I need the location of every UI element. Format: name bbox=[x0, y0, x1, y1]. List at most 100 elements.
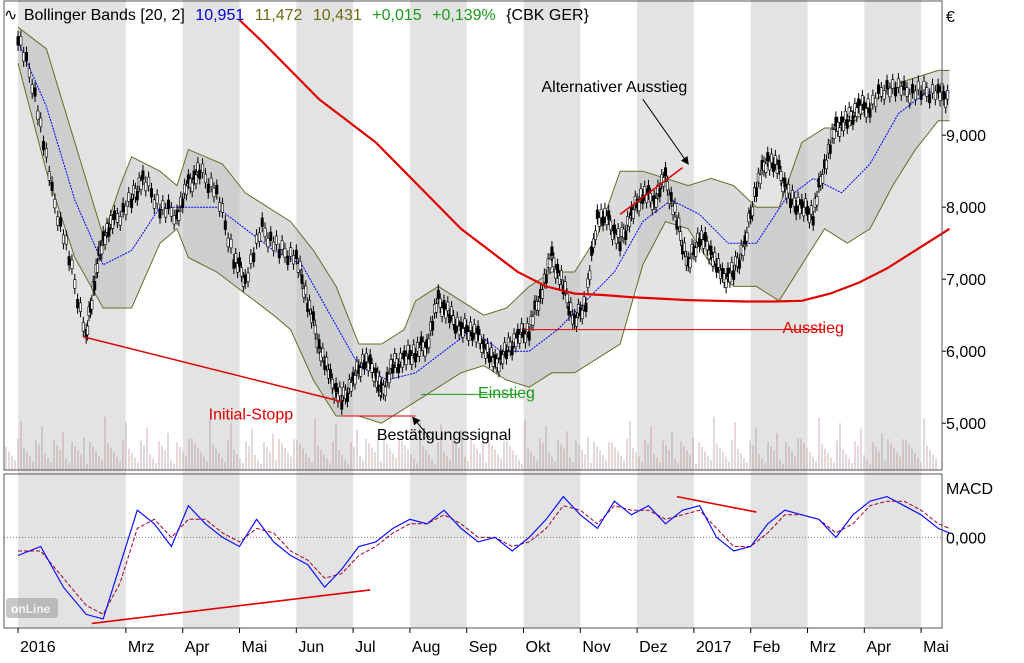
price-candle-body bbox=[597, 217, 601, 227]
price-candle-body bbox=[703, 232, 707, 242]
price-candle-body bbox=[349, 382, 353, 392]
price-candle-body bbox=[402, 350, 406, 360]
price-candle-body bbox=[266, 237, 270, 248]
price-candle-body bbox=[455, 316, 459, 327]
price-candle-body bbox=[527, 331, 531, 341]
price-candle-body bbox=[673, 203, 677, 213]
price-candle-body bbox=[459, 321, 463, 331]
price-candle-body bbox=[139, 180, 143, 190]
price-candle-body bbox=[628, 217, 632, 228]
price-candle-body bbox=[438, 298, 442, 308]
price-candle-body bbox=[194, 174, 198, 184]
price-candle-body bbox=[328, 368, 332, 379]
price-candle-body bbox=[745, 232, 749, 242]
price-candle-body bbox=[467, 331, 471, 341]
price-candle-body bbox=[412, 344, 416, 354]
price-candle-body bbox=[618, 241, 622, 252]
price-candle-body bbox=[370, 363, 374, 373]
symbol-label: {CBK GER} bbox=[506, 7, 589, 24]
price-candle-body bbox=[582, 296, 586, 306]
price-candle-body bbox=[548, 258, 552, 269]
price-candle-body bbox=[47, 171, 51, 181]
price-candle-body bbox=[855, 107, 859, 117]
price-candle-body bbox=[404, 355, 408, 366]
y-tick-label: 7,000 bbox=[946, 272, 986, 289]
price-candle-body bbox=[504, 349, 508, 360]
price-candle-body bbox=[908, 93, 912, 104]
price-candle-body bbox=[16, 36, 20, 46]
price-candle-body bbox=[802, 207, 806, 217]
price-candle-body bbox=[113, 210, 117, 220]
price-candle-body bbox=[518, 334, 522, 344]
price-candle-body bbox=[860, 95, 864, 105]
price-candle-body bbox=[888, 87, 892, 98]
price-candle-body bbox=[665, 180, 669, 191]
price-candle-body bbox=[824, 159, 828, 170]
price-candle-body bbox=[609, 220, 613, 230]
price-candle-body bbox=[332, 389, 336, 399]
change-abs: +0,015 bbox=[372, 7, 421, 24]
price-candle-body bbox=[891, 79, 895, 89]
macd-y-tick-label: 0,000 bbox=[946, 530, 986, 547]
price-candle-body bbox=[272, 241, 276, 252]
macd-line bbox=[17, 495, 950, 620]
price-candle-body bbox=[879, 87, 883, 97]
last-value: 10,951 bbox=[195, 7, 244, 24]
price-candle-body bbox=[169, 207, 173, 217]
price-candle-body bbox=[699, 230, 703, 240]
price-candle-body bbox=[393, 353, 397, 363]
price-candle-body bbox=[33, 87, 37, 97]
price-candle-body bbox=[497, 362, 501, 372]
macd-title: MACD bbox=[946, 481, 993, 498]
price-candle-body bbox=[916, 80, 920, 91]
price-candle-body bbox=[478, 334, 482, 344]
price-candle-body bbox=[580, 309, 584, 320]
price-candle-body bbox=[421, 341, 425, 352]
price-candle-body bbox=[147, 176, 151, 187]
price-candle-body bbox=[289, 247, 293, 257]
volume-bars bbox=[5, 416, 937, 470]
price-candle-body bbox=[25, 52, 29, 62]
price-candle-body bbox=[397, 363, 401, 374]
price-candle-body bbox=[39, 117, 43, 127]
price-candle-body bbox=[544, 274, 548, 284]
price-candle-body bbox=[658, 187, 662, 198]
price-candle-body bbox=[30, 84, 34, 94]
price-candle-body bbox=[565, 293, 569, 304]
x-tick-label: Mrz bbox=[810, 639, 837, 656]
price-candle-body bbox=[593, 230, 597, 240]
price-candle-body bbox=[603, 208, 607, 218]
price-candle-body bbox=[557, 275, 561, 285]
y-tick-label: 5,000 bbox=[946, 416, 986, 433]
price-candle-body bbox=[100, 245, 104, 255]
price-candle-body bbox=[919, 90, 923, 100]
price-candle-body bbox=[96, 263, 100, 273]
breakout-trendline bbox=[619, 166, 684, 216]
price-candle-body bbox=[338, 386, 342, 397]
price-candle-body bbox=[798, 204, 802, 214]
price-candle-body bbox=[779, 171, 783, 181]
price-candle-body bbox=[423, 347, 427, 357]
main-panel-border bbox=[3, 0, 943, 471]
trade-levels bbox=[83, 166, 825, 417]
price-candle-body bbox=[696, 232, 700, 243]
support-trendline bbox=[83, 336, 342, 403]
price-candle-body bbox=[238, 257, 242, 267]
price-candle-body bbox=[304, 285, 308, 295]
price-candle-body bbox=[252, 252, 256, 262]
price-candle-body bbox=[938, 91, 942, 102]
price-candle-body bbox=[215, 184, 219, 195]
price-candle-body bbox=[274, 235, 278, 245]
price-candle-body bbox=[164, 208, 168, 218]
x-tick-label: Mai bbox=[923, 639, 949, 656]
price-candle-body bbox=[843, 110, 847, 121]
month-stripe bbox=[750, 0, 808, 628]
price-candle-body bbox=[67, 256, 71, 266]
price-candle-body bbox=[283, 248, 287, 258]
price-candle-body bbox=[520, 323, 524, 333]
price-candle-body bbox=[737, 259, 741, 269]
price-candle-body bbox=[595, 209, 599, 220]
price-candle-body bbox=[465, 324, 469, 335]
price-candle-body bbox=[243, 274, 247, 284]
price-candle-body bbox=[442, 300, 446, 310]
